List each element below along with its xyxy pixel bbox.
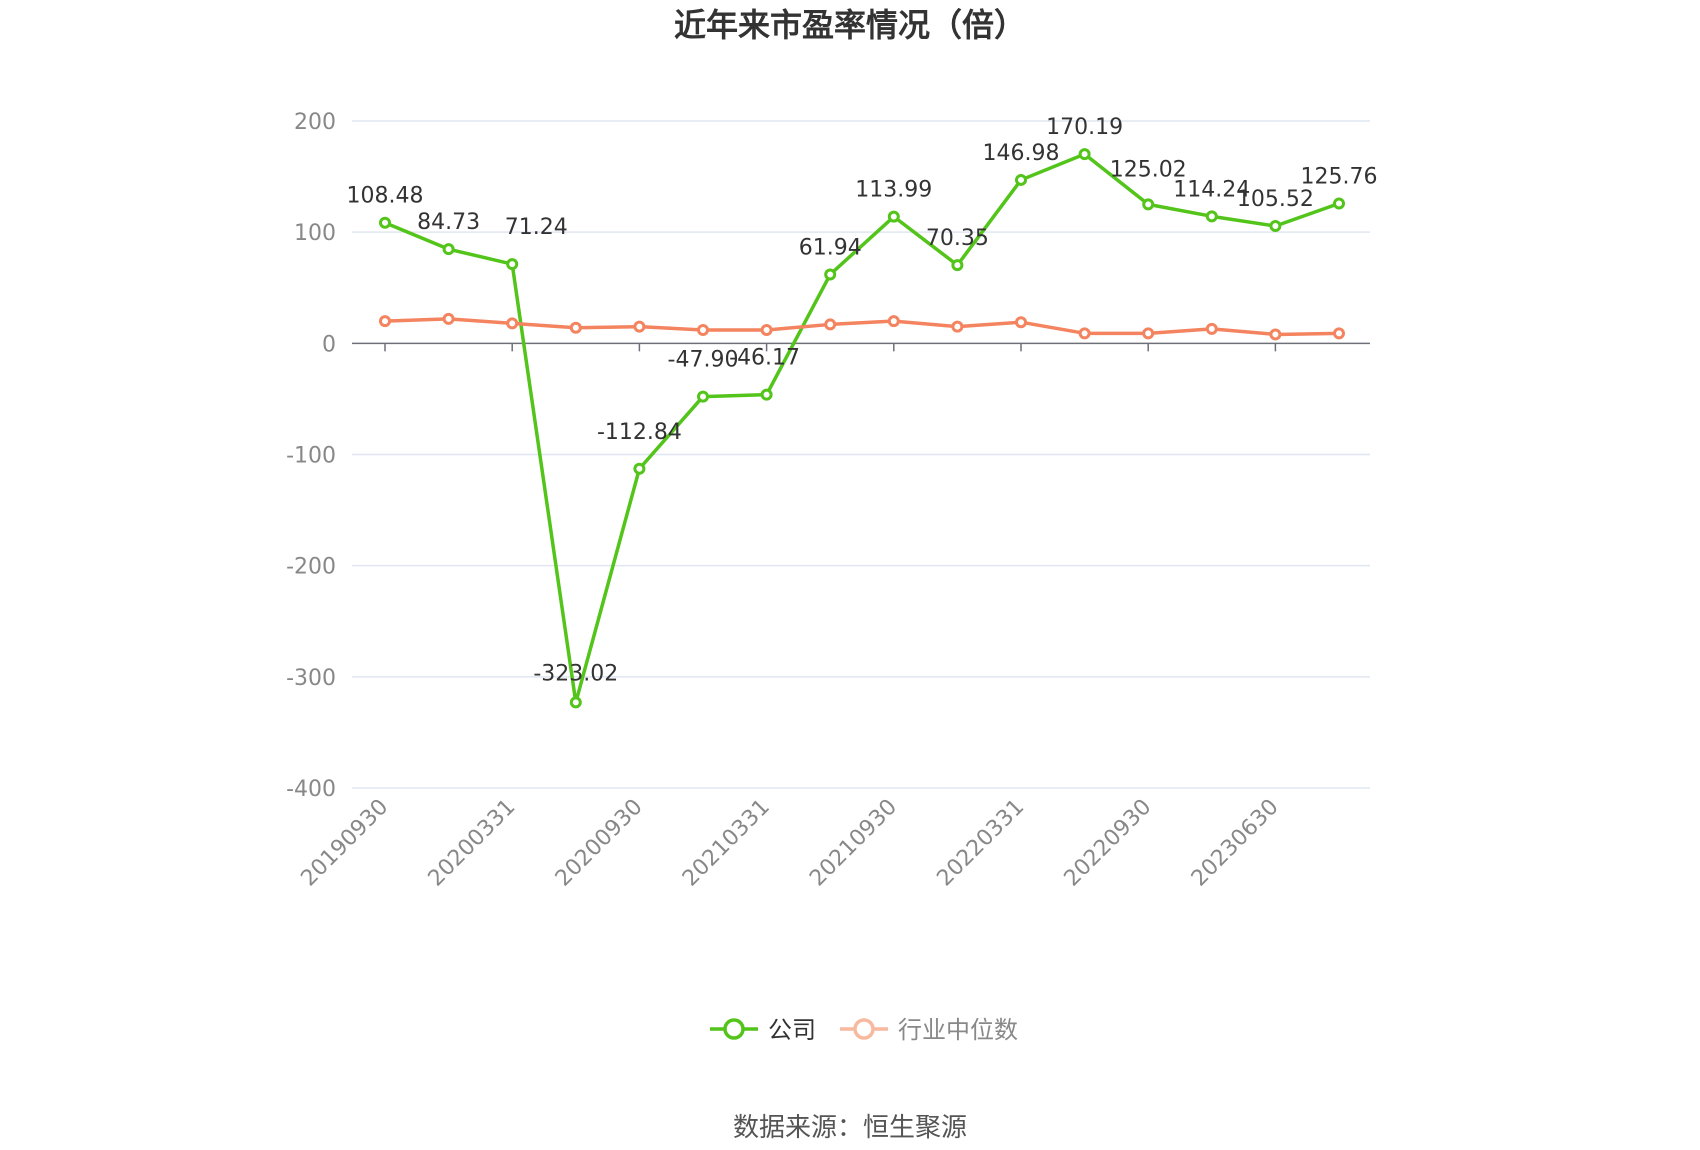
series-line-1: [384, 317, 1340, 337]
legend[interactable]: 公司 行业中位数: [710, 1016, 1018, 1044]
x-tick-label: 20190930: [296, 795, 393, 892]
data-label: -112.84: [597, 420, 682, 445]
y-tick-label: 200: [294, 110, 336, 135]
data-label: -323.02: [533, 661, 618, 686]
data-point[interactable]: [1205, 210, 1218, 223]
data-label: 70.35: [926, 226, 989, 251]
data-point[interactable]: [1015, 173, 1027, 186]
y-tick-label: -400: [286, 777, 336, 802]
y-tick-label: 100: [294, 221, 336, 246]
data-source: 数据来源：恒生聚源: [733, 1113, 967, 1143]
data-point[interactable]: [951, 259, 964, 272]
data-point[interactable]: [887, 315, 900, 328]
data-label: -46.17: [729, 346, 800, 371]
data-point[interactable]: [379, 315, 391, 328]
chart-title: 近年来市盈率情况（倍）: [674, 6, 1026, 44]
data-point[interactable]: [569, 696, 582, 709]
data-label: -47.90: [668, 348, 739, 373]
data-point[interactable]: [1269, 328, 1282, 341]
data-point[interactable]: [506, 258, 519, 271]
data-label: 84.73: [417, 210, 480, 235]
data-label: 114.24: [1173, 177, 1250, 202]
data-label: 170.19: [1046, 115, 1123, 140]
data-point[interactable]: [1333, 197, 1345, 210]
y-tick-label: -300: [286, 666, 336, 691]
data-point[interactable]: [569, 321, 582, 334]
legend-item-1[interactable]: 行业中位数: [840, 1016, 1018, 1044]
data-point[interactable]: [442, 312, 455, 325]
legend-label: 行业中位数: [898, 1016, 1018, 1044]
data-label: 108.48: [347, 184, 424, 209]
data-label: 61.94: [799, 235, 862, 260]
data-point[interactable]: [824, 318, 837, 331]
data-point[interactable]: [697, 323, 709, 336]
data-point[interactable]: [1205, 322, 1218, 335]
data-label: 125.76: [1301, 165, 1378, 190]
data-point[interactable]: [760, 388, 773, 401]
data-point[interactable]: [824, 268, 837, 281]
y-tick-label: -200: [286, 555, 336, 580]
x-tick-label: 20210930: [805, 795, 902, 892]
x-tick-label: 20200331: [424, 795, 521, 892]
data-point[interactable]: [887, 210, 900, 223]
data-point[interactable]: [1078, 327, 1091, 340]
data-point[interactable]: [1333, 327, 1345, 340]
data-point[interactable]: [951, 320, 964, 333]
data-label: 146.98: [983, 141, 1060, 166]
data-point[interactable]: [633, 462, 646, 475]
x-tick-label: 20200930: [551, 795, 648, 892]
data-point[interactable]: [1142, 327, 1155, 340]
data-label: 125.02: [1110, 157, 1187, 182]
y-tick-label: -100: [286, 444, 336, 469]
data-point[interactable]: [633, 320, 646, 333]
x-tick-label: 20220930: [1060, 795, 1157, 892]
data-point[interactable]: [1015, 316, 1027, 329]
data-label: 71.24: [505, 215, 568, 240]
legend-marker: [853, 1018, 875, 1040]
data-label: 105.52: [1237, 187, 1314, 212]
x-tick-label: 20210331: [678, 795, 775, 892]
series-lines: [379, 148, 1345, 709]
data-point[interactable]: [442, 243, 455, 256]
data-point[interactable]: [1142, 198, 1155, 211]
data-point[interactable]: [379, 216, 391, 229]
data-point[interactable]: [1269, 220, 1282, 233]
series-line-0: [384, 152, 1340, 705]
grid-lines: [352, 120, 1370, 789]
x-tick-label: 20230630: [1187, 795, 1284, 892]
data-point[interactable]: [1078, 148, 1091, 161]
legend-label: 公司: [768, 1016, 816, 1044]
legend-marker: [723, 1018, 745, 1040]
x-tick-label: 20220331: [932, 795, 1029, 892]
y-tick-label: 0: [322, 332, 336, 357]
legend-item-0[interactable]: 公司: [710, 1016, 816, 1044]
data-label: 113.99: [855, 178, 932, 203]
data-point[interactable]: [506, 317, 519, 330]
data-point[interactable]: [697, 390, 709, 403]
data-point[interactable]: [760, 323, 773, 336]
